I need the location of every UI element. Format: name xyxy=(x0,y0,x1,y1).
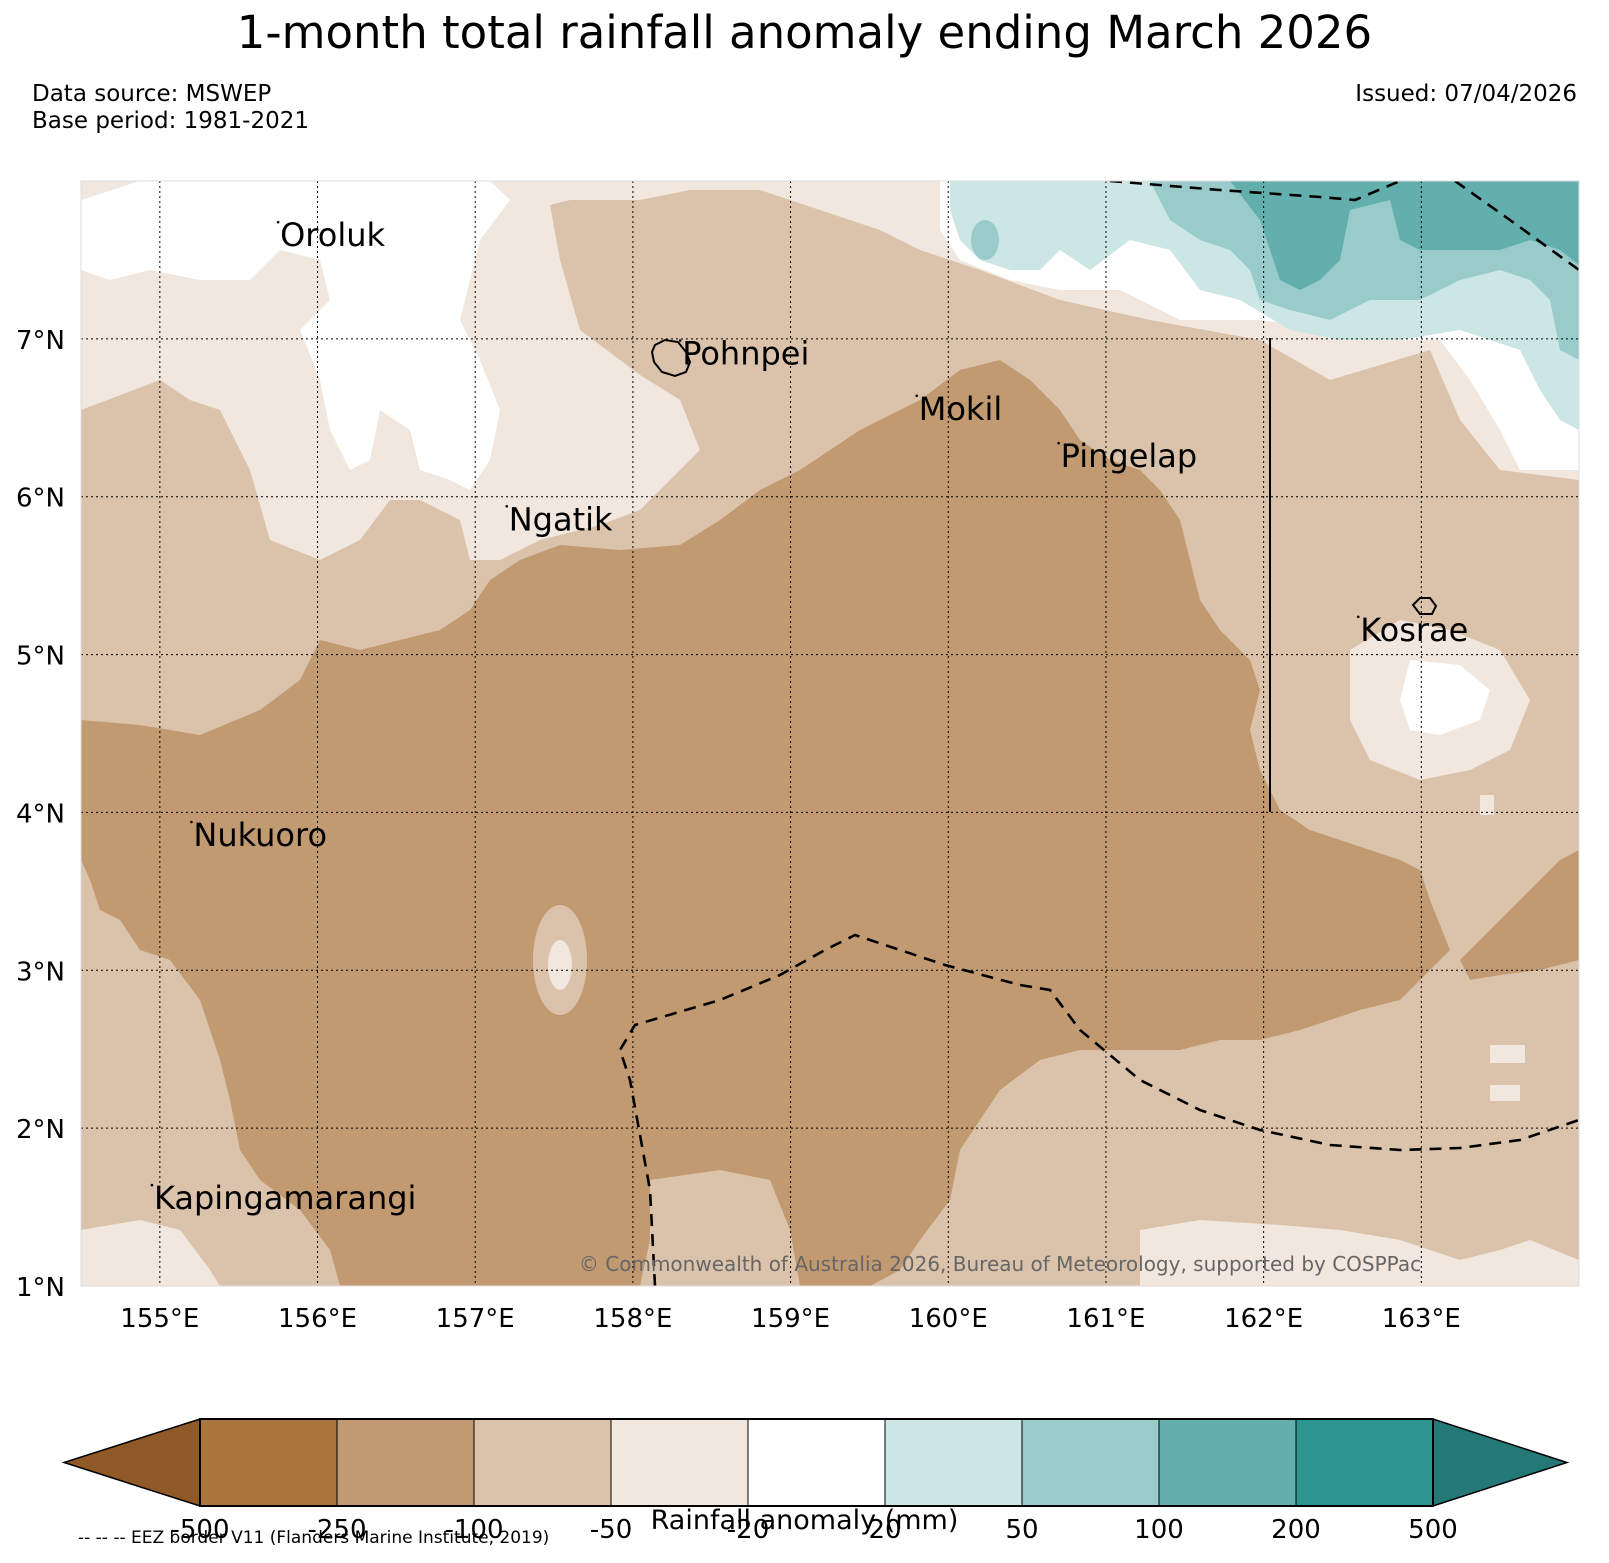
place-label-mokil: Mokil xyxy=(919,390,1003,428)
colorbar-segment xyxy=(336,1418,475,1507)
place-label-pingelap: Pingelap xyxy=(1061,437,1198,475)
eez-border-south xyxy=(618,933,1579,1286)
colorbar-segment xyxy=(610,1418,749,1507)
lon-tick-label: 157°E xyxy=(436,1304,515,1334)
place-labels: Oroluk Pohnpei Mokil Pingelap Ngatik Kosrae Nu… xyxy=(150,216,1468,1217)
colorbar-segment xyxy=(1158,1418,1297,1507)
lat-tick-label: 1°N xyxy=(16,1273,65,1303)
colorbar-tick-label: -20 xyxy=(727,1515,769,1545)
base-period: Base period: 1981-2021 xyxy=(32,108,310,134)
place-label-pohnpei: Pohnpei xyxy=(682,335,809,373)
eez-footnote: -- -- -- EEZ border V11 (Flanders Marine… xyxy=(78,1528,550,1548)
colorbar-tick-label: 500 xyxy=(1408,1515,1458,1545)
lon-tick-label: 160°E xyxy=(909,1304,988,1334)
field-kosrae-white xyxy=(1400,660,1490,735)
colorbar-label: Rainfall anomaly (mm) xyxy=(650,1505,959,1536)
colorbar: -500 -250 -100 -50 -20 20 50 100 200 500 xyxy=(61,1417,1570,1545)
field-brown-east xyxy=(1460,850,1579,980)
data-source: Data source: MSWEP xyxy=(32,81,272,107)
field-white-northwest xyxy=(81,181,510,490)
data-source-block: Data source: MSWEP Base period: 1981-202… xyxy=(32,81,309,135)
lat-tick-label: 2°N xyxy=(16,1115,65,1145)
lon-tick-label: 162°E xyxy=(1224,1304,1303,1334)
colorbar-tick-label: -500 xyxy=(170,1515,229,1545)
field-se-patch-3 xyxy=(1480,795,1494,815)
issued-date: Issued: 07/04/2026 xyxy=(1355,81,1577,107)
lon-tick-label: 163°E xyxy=(1382,1304,1461,1334)
colorbar-extend-high xyxy=(1432,1417,1570,1508)
eez-borders xyxy=(618,181,1579,1286)
lat-tick-label: 4°N xyxy=(16,799,65,829)
pohnpei-island-shape xyxy=(650,338,692,378)
colorbar-segment xyxy=(884,1418,1023,1507)
lat-tick-label: 3°N xyxy=(16,957,65,987)
place-marker xyxy=(915,394,919,398)
place-label-kapingamarangi: Kapingamarangi xyxy=(154,1179,416,1217)
field-se-patch-1 xyxy=(1490,1085,1520,1101)
eez-border-north xyxy=(1109,181,1579,272)
lon-tick-label: 159°E xyxy=(751,1304,830,1334)
colorbar-tick-label: 100 xyxy=(1134,1515,1184,1545)
field-southeast-light xyxy=(1140,1220,1579,1286)
field-se-patch-2 xyxy=(1490,1045,1525,1063)
field-southwest-light xyxy=(81,1220,220,1286)
colorbar-tick-label: -100 xyxy=(444,1515,503,1545)
colorbar-segment xyxy=(473,1418,612,1507)
colorbar-tick-label: -50 xyxy=(590,1515,632,1545)
place-marker xyxy=(1057,441,1060,445)
place-marker xyxy=(190,820,193,824)
colorbar-tick-label: 20 xyxy=(868,1515,901,1545)
colorbar-frame xyxy=(199,1418,1434,1507)
colorbar-tick-label: 200 xyxy=(1271,1515,1321,1545)
field-brown xyxy=(81,360,1450,1286)
place-marker xyxy=(276,220,280,224)
anomaly-field xyxy=(81,181,1579,1286)
lon-tick-label: 158°E xyxy=(593,1304,672,1334)
colorbar-segment xyxy=(199,1418,338,1507)
kosrae-island-shape xyxy=(1411,597,1438,615)
colorbar-segment xyxy=(1295,1418,1434,1507)
place-label-nukuoro: Nukuoro xyxy=(193,816,327,854)
field-south-mid-light xyxy=(640,1170,800,1286)
lat-tick-label: 7°N xyxy=(16,326,65,356)
colorbar-segment xyxy=(1021,1418,1160,1507)
place-marker xyxy=(505,504,509,508)
lat-tick-label: 5°N xyxy=(16,642,65,672)
colorbar-tick-label: 50 xyxy=(1005,1515,1038,1545)
map-title: 1-month total rainfall anomaly ending Ma… xyxy=(236,6,1373,59)
copyright-text: © Commonwealth of Australia 2026, Bureau… xyxy=(579,1252,1421,1276)
place-label-oroluk: Oroluk xyxy=(280,216,385,254)
colorbar-tick-label: -250 xyxy=(307,1515,366,1545)
lon-tick-label: 155°E xyxy=(120,1304,199,1334)
lon-tick-label: 161°E xyxy=(1066,1304,1145,1334)
place-label-ngatik: Ngatik xyxy=(509,500,613,538)
place-marker xyxy=(150,1183,154,1187)
field-midblue-spot xyxy=(971,220,999,260)
colorbar-segment xyxy=(747,1418,886,1507)
map-frame xyxy=(80,180,1580,1287)
place-marker xyxy=(1356,615,1360,619)
lon-tick-label: 156°E xyxy=(278,1304,357,1334)
axis-labels: 155°E 156°E 157°E 158°E 159°E 160°E 161°E 162°E… xyxy=(16,326,1461,1334)
colorbar-extend-low xyxy=(61,1417,201,1508)
place-label-kosrae: Kosrae xyxy=(1360,611,1468,649)
lat-tick-label: 6°N xyxy=(16,484,65,514)
place-marker xyxy=(678,339,682,342)
field-spot-2 xyxy=(548,940,572,990)
